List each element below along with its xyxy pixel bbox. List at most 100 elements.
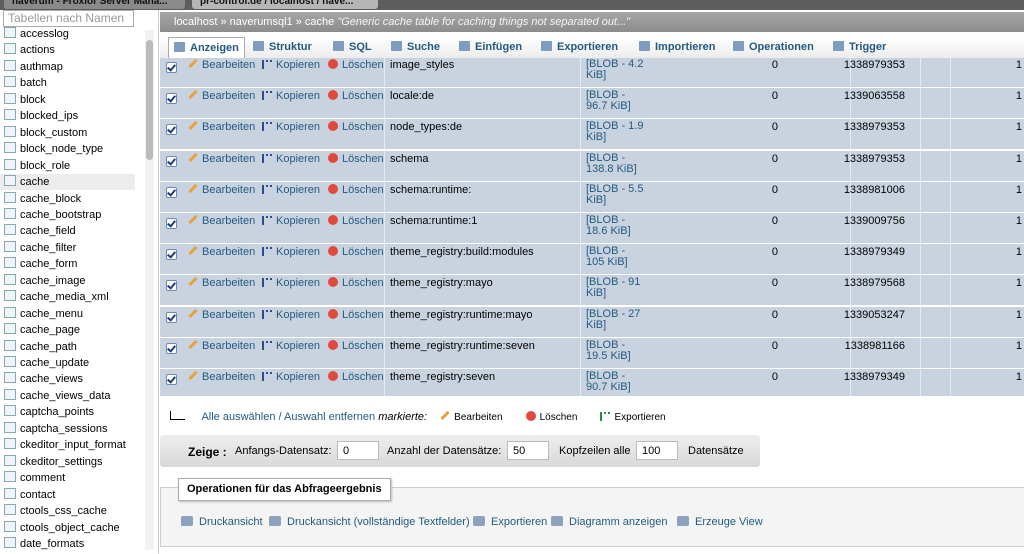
bulk-delete[interactable]: Löschen — [525, 411, 577, 423]
copy-link[interactable]: Kopieren — [262, 246, 320, 258]
table-item[interactable]: ckeditor_settings — [0, 454, 135, 470]
table-item[interactable]: cache_form — [0, 256, 135, 272]
copy-link[interactable]: Kopieren — [262, 184, 320, 196]
tab[interactable]: Anzeigen — [168, 37, 245, 59]
edit-link[interactable]: Bearbeiten — [188, 121, 255, 133]
edit-link[interactable]: Bearbeiten — [188, 246, 255, 258]
server-link[interactable]: localhost — [174, 16, 218, 28]
tab[interactable]: Operationen — [728, 37, 819, 58]
table-item[interactable]: cache_media_xml — [0, 289, 135, 305]
table-item[interactable]: cache_filter — [0, 240, 135, 256]
table-item[interactable]: authmap — [0, 59, 135, 75]
table-item[interactable]: ckeditor_input_format — [0, 437, 135, 453]
tab[interactable]: Trigger — [828, 37, 891, 58]
copy-link[interactable]: Kopieren — [262, 215, 320, 227]
browser-tab[interactable]: pr-control.de / localhost / nave... — [192, 0, 378, 9]
delete-link[interactable]: Löschen — [328, 371, 384, 383]
edit-link[interactable]: Bearbeiten — [188, 183, 255, 196]
copy-link[interactable]: Kopieren — [262, 59, 320, 71]
table-item[interactable]: date_formats — [0, 536, 135, 552]
table-item[interactable]: cache_path — [0, 339, 135, 355]
table-item[interactable]: ctools_object_cache — [0, 520, 135, 536]
row-checkbox[interactable] — [166, 342, 177, 354]
scroll-thumb[interactable] — [146, 40, 153, 160]
row-checkbox[interactable] — [166, 311, 177, 323]
table-item[interactable]: blocked_ips — [0, 108, 135, 124]
tab[interactable]: Importieren — [634, 37, 721, 58]
cell-data[interactable]: [BLOB - 19.5 KiB] — [586, 338, 631, 362]
row-checkbox[interactable] — [166, 374, 177, 385]
table-item[interactable]: cache_block — [0, 191, 135, 207]
edit-link[interactable]: Bearbeiten — [188, 90, 255, 102]
edit-link[interactable]: Bearbeiten — [188, 339, 255, 352]
cell-data[interactable]: [BLOB - 4.2 KiB] — [586, 58, 644, 81]
table-item[interactable]: captcha_points — [0, 404, 135, 420]
delete-link[interactable]: Löschen — [328, 90, 384, 102]
table-item[interactable]: ctools_css_cache — [0, 503, 135, 519]
copy-link[interactable]: Kopieren — [262, 90, 320, 102]
table-item[interactable]: batch — [0, 75, 135, 91]
table-item[interactable]: block_custom — [0, 125, 135, 141]
table-item[interactable]: block_node_type — [0, 141, 135, 157]
table-item[interactable]: cache_bootstrap — [0, 207, 135, 223]
table-item[interactable]: cache_views — [0, 371, 135, 387]
start-input[interactable]: 0 — [337, 441, 379, 460]
table-item[interactable]: cache_field — [0, 223, 135, 239]
row-checkbox[interactable] — [166, 62, 177, 73]
table-item[interactable]: cache_views_data — [0, 388, 135, 404]
row-checkbox[interactable] — [166, 186, 177, 198]
delete-link[interactable]: Löschen — [328, 121, 384, 133]
table-item[interactable]: cache_page — [0, 322, 135, 338]
operation-link[interactable]: Diagramm anzeigen — [551, 516, 667, 528]
copy-link[interactable]: Kopieren — [262, 371, 320, 383]
copy-link[interactable]: Kopieren — [262, 277, 320, 289]
tab[interactable]: Exportieren — [536, 37, 623, 58]
count-input[interactable]: 50 — [507, 441, 549, 460]
delete-link[interactable]: Löschen — [328, 339, 384, 352]
cell-data[interactable]: [BLOB - 138.8 KiB] — [586, 151, 637, 175]
cell-data[interactable]: [BLOB - 90.7 KiB] — [586, 370, 631, 393]
browser-tab[interactable]: naverum - Froxlor Server Mana... — [4, 0, 185, 9]
row-checkbox[interactable] — [166, 93, 177, 105]
table-link[interactable]: cache — [304, 16, 335, 28]
cell-data[interactable]: [BLOB - 105 KiB] — [586, 245, 628, 269]
cell-data[interactable]: [BLOB - 91 KiB] — [586, 276, 641, 300]
delete-link[interactable]: Löschen — [328, 277, 384, 289]
cell-data[interactable]: [BLOB - 27 KiB] — [586, 307, 641, 331]
tab[interactable]: Einfügen — [454, 37, 527, 58]
edit-link[interactable]: Bearbeiten — [188, 152, 255, 165]
delete-link[interactable]: Löschen — [328, 215, 384, 227]
scrollbar[interactable] — [145, 30, 154, 550]
table-item[interactable]: captcha_sessions — [0, 421, 135, 437]
table-item[interactable]: contact — [0, 487, 135, 503]
table-item[interactable]: comment — [0, 470, 135, 486]
cell-data[interactable]: [BLOB - 1.9 KiB] — [586, 120, 644, 144]
edit-link[interactable]: Bearbeiten — [188, 58, 255, 71]
row-checkbox[interactable] — [166, 218, 177, 229]
edit-link[interactable]: Bearbeiten — [188, 370, 255, 383]
row-checkbox[interactable] — [166, 249, 177, 261]
cell-data[interactable]: [BLOB - 5.5 KiB] — [586, 182, 644, 206]
row-checkbox[interactable] — [166, 124, 177, 136]
bulk-edit[interactable]: Bearbeiten — [440, 410, 503, 423]
delete-link[interactable]: Löschen — [328, 152, 384, 165]
cell-data[interactable]: [BLOB - 96.7 KiB] — [586, 89, 631, 113]
delete-link[interactable]: Löschen — [328, 246, 384, 258]
operation-link[interactable]: Erzeuge View — [677, 516, 763, 528]
tab[interactable]: Suche — [386, 37, 445, 58]
bulk-export[interactable]: Exportieren — [600, 412, 666, 423]
cell-data[interactable]: [BLOB - 18.6 KiB] — [586, 214, 631, 237]
table-item[interactable]: cache — [0, 174, 135, 191]
edit-link[interactable]: Bearbeiten — [188, 214, 255, 227]
operation-link[interactable]: Druckansicht (vollständige Textfelder) — [269, 516, 470, 528]
copy-link[interactable]: Kopieren — [262, 121, 320, 133]
row-checkbox[interactable] — [166, 155, 177, 167]
tab[interactable]: Struktur — [248, 37, 317, 58]
delete-link[interactable]: Löschen — [328, 308, 384, 321]
copy-link[interactable]: Kopieren — [262, 340, 320, 352]
tab[interactable]: SQL — [328, 37, 377, 58]
edit-link[interactable]: Bearbeiten — [188, 308, 255, 321]
row-checkbox[interactable] — [166, 280, 177, 292]
copy-link[interactable]: Kopieren — [262, 153, 320, 165]
table-item[interactable]: cache_update — [0, 355, 135, 371]
